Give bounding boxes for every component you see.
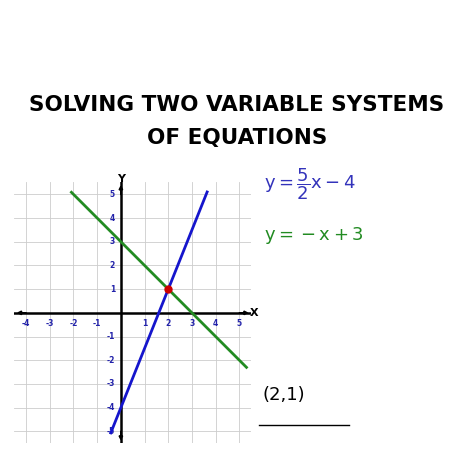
Text: 5: 5 bbox=[237, 319, 242, 328]
Text: OF EQUATIONS: OF EQUATIONS bbox=[147, 128, 327, 148]
Text: 4: 4 bbox=[213, 319, 219, 328]
FancyArrow shape bbox=[239, 311, 247, 315]
Text: -1: -1 bbox=[107, 332, 115, 341]
FancyArrow shape bbox=[119, 431, 123, 439]
Text: -1: -1 bbox=[93, 319, 101, 328]
Text: 3: 3 bbox=[109, 237, 115, 246]
Text: 1: 1 bbox=[142, 319, 147, 328]
Text: 2: 2 bbox=[109, 261, 115, 270]
Text: Y: Y bbox=[117, 174, 125, 184]
Text: -2: -2 bbox=[69, 319, 78, 328]
FancyArrow shape bbox=[18, 311, 27, 315]
Text: 4: 4 bbox=[109, 214, 115, 222]
Text: -5: -5 bbox=[107, 427, 115, 436]
Text: -3: -3 bbox=[107, 380, 115, 388]
Text: 1: 1 bbox=[109, 285, 115, 293]
Text: (2,1): (2,1) bbox=[263, 386, 305, 404]
Text: -2: -2 bbox=[107, 356, 115, 365]
Text: SOLVING TWO VARIABLE SYSTEMS: SOLVING TWO VARIABLE SYSTEMS bbox=[29, 95, 445, 115]
Text: $\mathrm{y = - x + 3}$: $\mathrm{y = - x + 3}$ bbox=[264, 225, 364, 246]
Text: 5: 5 bbox=[110, 190, 115, 199]
Text: 3: 3 bbox=[189, 319, 195, 328]
Text: 2: 2 bbox=[165, 319, 171, 328]
Text: -4: -4 bbox=[22, 319, 30, 328]
Text: -3: -3 bbox=[46, 319, 54, 328]
Text: SYSTEMS OF EQUATIONS: SYSTEMS OF EQUATIONS bbox=[44, 24, 430, 52]
FancyArrow shape bbox=[119, 186, 123, 195]
Text: -4: -4 bbox=[107, 403, 115, 412]
Text: X: X bbox=[249, 308, 258, 318]
Text: $\mathrm{y} = \dfrac{5}{2}\mathrm{x - 4}$: $\mathrm{y} = \dfrac{5}{2}\mathrm{x - 4}… bbox=[264, 166, 356, 201]
